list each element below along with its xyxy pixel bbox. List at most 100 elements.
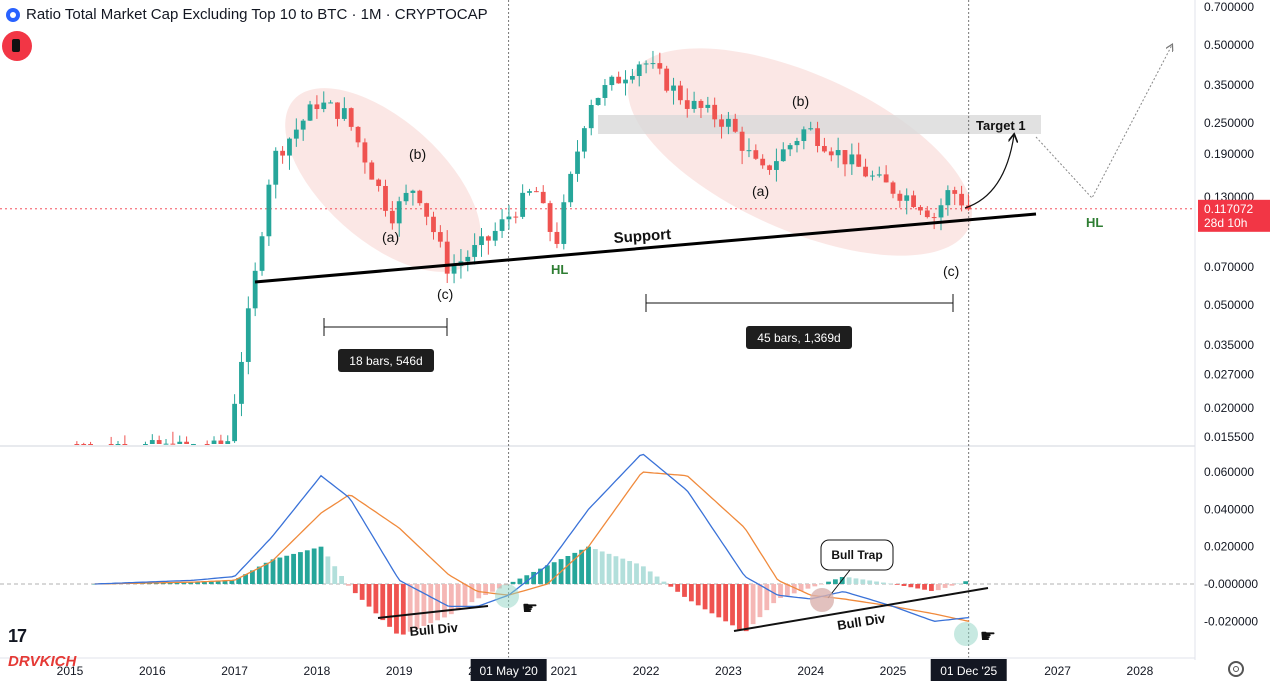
candle-body	[671, 85, 676, 91]
hl-label: HL	[551, 262, 568, 277]
candle-body	[581, 128, 587, 152]
bull-trap-callout	[820, 539, 894, 571]
cryptocap-logo-icon	[6, 7, 20, 22]
candle-body	[856, 154, 862, 167]
macd-histogram-bar	[695, 584, 701, 606]
macd-histogram-bar	[510, 581, 516, 584]
candle-body	[410, 190, 416, 193]
macd-histogram-bar	[483, 584, 489, 596]
macd-histogram-bar	[270, 559, 276, 584]
candle-body	[540, 191, 546, 204]
macd-histogram-bar	[325, 556, 331, 584]
time-tick-label: 2015	[57, 664, 84, 678]
macd-histogram-bar	[894, 584, 900, 585]
candle-body	[232, 403, 238, 442]
macd-tick-label: 0.020000	[1204, 540, 1254, 554]
macd-histogram-bar	[846, 577, 852, 584]
macd-histogram-bar	[688, 584, 694, 602]
macd-histogram-bar	[867, 580, 873, 584]
price-tick-label: 0.350000	[1204, 78, 1254, 92]
macd-histogram-bar	[613, 556, 619, 584]
candle-body	[924, 210, 930, 218]
macd-histogram-bar	[860, 579, 866, 584]
measure-label: 18 bars, 546d	[349, 354, 422, 368]
candle-body	[664, 68, 670, 91]
target-arrow	[964, 135, 1014, 209]
candle-body	[506, 216, 512, 220]
macd-histogram-bar	[380, 584, 386, 621]
macd-histogram-bar	[92, 584, 98, 585]
countdown-label: 28d 10h	[1204, 216, 1247, 230]
candle-body	[780, 149, 786, 162]
candle-body	[396, 201, 402, 224]
candle-body	[465, 256, 471, 262]
projection-path	[1035, 45, 1172, 199]
candle-body	[273, 150, 279, 185]
wave-ellipse-2018	[285, 88, 481, 272]
time-tick-label: 2016	[139, 664, 166, 678]
candle-body	[444, 241, 450, 274]
candle-body	[712, 104, 718, 120]
time-tick-label: 2023	[715, 664, 742, 678]
macd-histogram-bar	[332, 566, 338, 584]
candle-body	[424, 203, 430, 217]
candle-body	[801, 129, 807, 142]
bull-div-line	[377, 605, 489, 619]
support-trendline	[254, 212, 1037, 284]
candle-body	[876, 174, 882, 176]
wave-label: (b)	[792, 93, 809, 109]
macd-histogram-bar	[798, 584, 804, 591]
candle-series	[74, 50, 971, 445]
macd-histogram-bar	[544, 565, 550, 584]
hl-label: HL	[1086, 215, 1103, 230]
macd-histogram-bar	[620, 558, 626, 584]
settings-icon[interactable]	[1228, 661, 1244, 677]
candle-body	[239, 361, 244, 404]
candle-body	[677, 85, 683, 101]
macd-histogram-bar	[531, 571, 537, 584]
macd-histogram-bar	[394, 584, 399, 634]
candle-body	[616, 76, 622, 84]
candle-body	[533, 191, 539, 193]
macd-histogram-bar	[339, 576, 344, 584]
macd-tick-label: 0.060000	[1204, 465, 1254, 479]
macd-tick-label: -0.000000	[1204, 577, 1258, 591]
candle-body	[376, 179, 382, 186]
macd-histogram-bar	[202, 581, 207, 584]
macd-histogram-bar	[359, 584, 365, 600]
candle-body	[472, 245, 478, 257]
macd-histogram-bar	[963, 581, 969, 584]
macd-line	[94, 453, 970, 622]
candle-body	[143, 444, 148, 445]
candle-body	[588, 104, 594, 129]
candle-body	[479, 236, 484, 246]
candle-body	[293, 129, 299, 139]
macd-histogram-bar	[387, 584, 392, 627]
measure-badge	[746, 326, 852, 349]
record-button[interactable]	[2, 31, 32, 61]
macd-histogram-bar	[366, 584, 372, 607]
macd-histogram-bar	[784, 584, 790, 596]
macd-histogram-bar	[757, 584, 763, 618]
macd-histogram-bar	[915, 584, 921, 589]
wave-label: (c)	[943, 263, 959, 279]
macd-histogram-bar	[181, 582, 187, 584]
price-tick-label: 0.035000	[1204, 338, 1254, 352]
chart-background-layer	[285, 48, 1041, 272]
time-tick-label: 2024	[797, 664, 824, 678]
macd-histogram-bar	[661, 581, 667, 584]
macd-histogram-bar	[277, 557, 283, 584]
candle-body	[568, 173, 574, 203]
candle-body	[952, 190, 958, 194]
macd-histogram-bar	[778, 584, 783, 598]
macd-histogram-bar	[819, 584, 825, 585]
macd-histogram-bar	[167, 582, 173, 584]
candle-body	[911, 195, 916, 208]
macd-histogram-bar	[469, 584, 475, 603]
macd-histogram-bar	[243, 574, 248, 584]
current-price-label: 0.117072	[1204, 202, 1253, 216]
macd-tick-label: 0.040000	[1204, 502, 1254, 516]
candle-body	[602, 85, 608, 98]
candle-body	[719, 119, 724, 127]
